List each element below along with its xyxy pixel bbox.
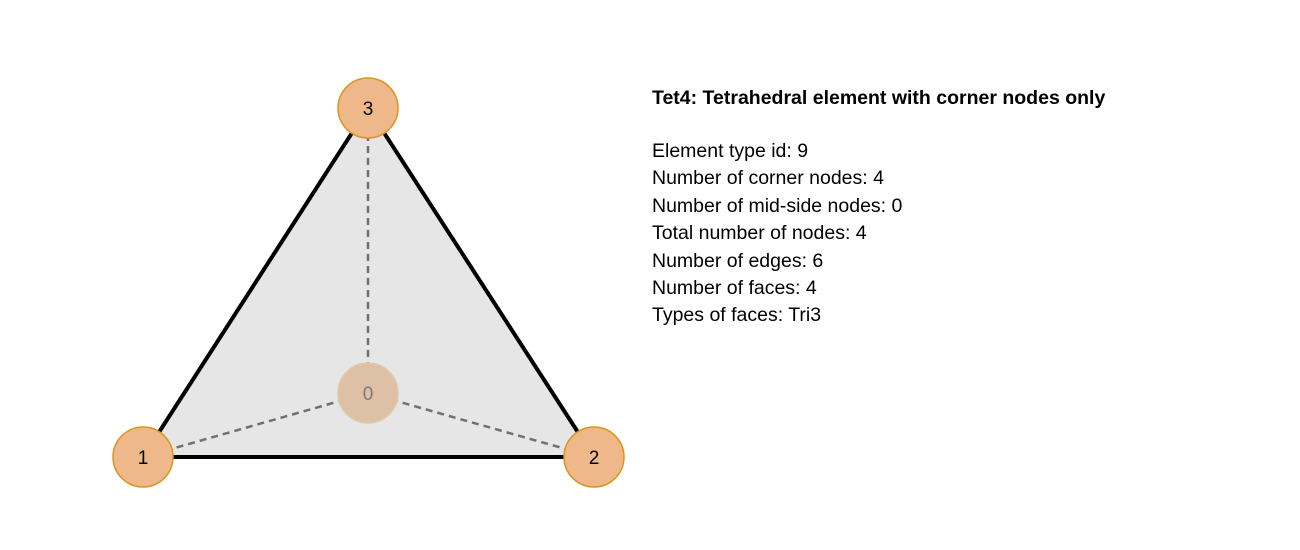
- element-property: Element type id: 9: [652, 140, 809, 162]
- node-3: 3: [337, 77, 399, 139]
- node-circle: [337, 77, 399, 139]
- element-property: Number of mid-side nodes: 0: [652, 194, 903, 217]
- node-circle: [337, 362, 399, 424]
- element-property: Number of faces: 4: [652, 277, 817, 300]
- node-label: 1: [138, 448, 149, 469]
- node-2: 2: [563, 426, 625, 488]
- node-1: 1: [112, 426, 174, 488]
- element-property: Number of corner nodes: 4: [652, 167, 884, 190]
- element-property: Total number of nodes: 4: [652, 222, 867, 245]
- hidden-edges-layer: [142, 108, 595, 459]
- element-title: Tet4: Tetrahedral element with corner no…: [652, 87, 1106, 109]
- node-label: 3: [363, 99, 374, 120]
- element-property: Types of faces: Tri3: [652, 304, 822, 327]
- node-label: 0: [363, 384, 374, 405]
- node-circle: [112, 426, 174, 488]
- element-info-panel: Tet4: Tetrahedral element with corner no…: [652, 84, 1112, 330]
- edge-2-3: [366, 106, 596, 459]
- hidden-node-0: 0: [337, 362, 399, 424]
- edge-3-1: [141, 106, 370, 459]
- nodes-layer: 0 1 2 3: [112, 77, 625, 488]
- hidden-edge-0-1: [142, 391, 369, 459]
- hidden-edge-0-2: [367, 391, 595, 459]
- element-property: Number of edges: 6: [652, 249, 824, 272]
- edges-layer: [141, 106, 596, 459]
- element-properties-list: Element type id: 9 Number of corner nodes…: [652, 138, 1112, 330]
- node-circle: [563, 426, 625, 488]
- node-label: 2: [589, 448, 600, 469]
